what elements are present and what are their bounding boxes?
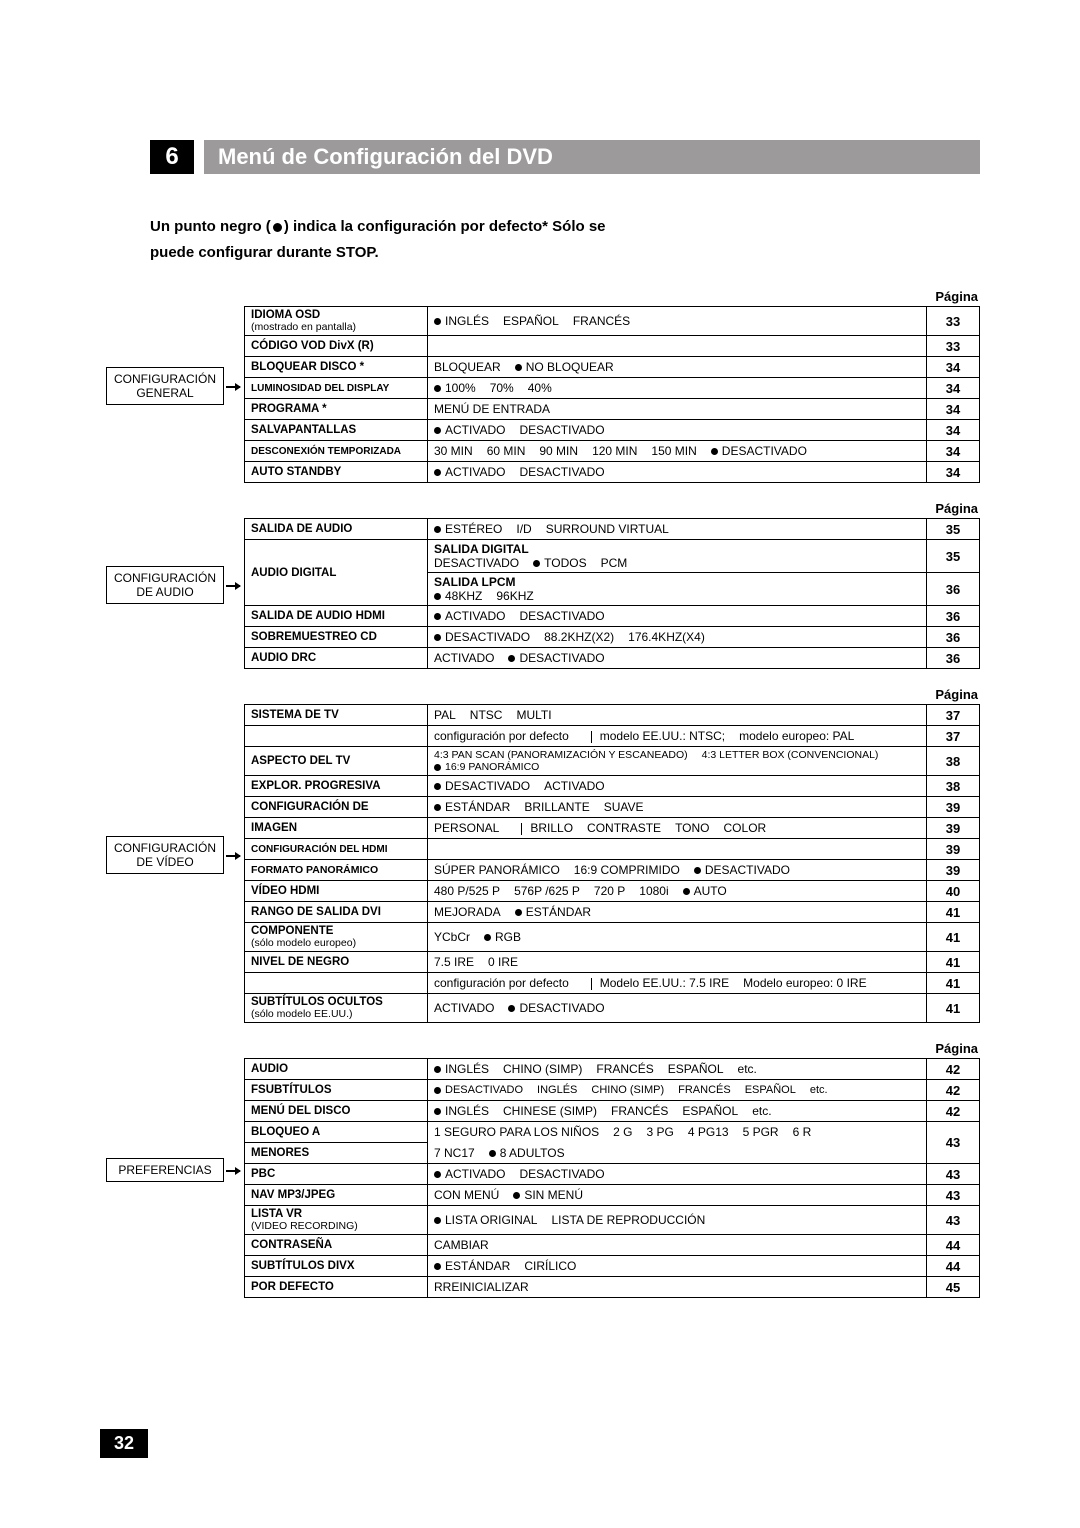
table-row: DESCONEXIÓN TEMPORIZADA30 MIN60 MIN90 MI… — [245, 441, 980, 462]
table-row: POR DEFECTORREINICIALIZAR45 — [245, 1277, 980, 1298]
table-general: IDIOMA OSD(mostrado en pantalla)INGLÉSES… — [244, 306, 980, 483]
table-row: AUDIOINGLÉSCHINO (SIMP)FRANCÉSESPAÑOLetc… — [245, 1059, 980, 1080]
arrow-icon — [226, 855, 240, 857]
category-audio: CONFIGURACIÓN DE AUDIO — [106, 566, 224, 604]
arrow-icon — [226, 585, 240, 587]
table-row: CONFIGURACIÓN DEL HDMI39 — [245, 839, 980, 860]
chapter-header: 6 Menú de Configuración del DVD — [150, 140, 980, 174]
table-row: configuración por defectoModelo EE.UU.: … — [245, 973, 980, 994]
category-preferences: PREFERENCIAS — [106, 1158, 224, 1182]
table-video: SISTEMA DE TVPALNTSCMULTI37 configuració… — [244, 704, 980, 1023]
page-header: Página — [244, 1041, 980, 1056]
table-row: SALIDA DE AUDIOESTÉREOI/DSURROUND VIRTUA… — [245, 519, 980, 540]
table-row: CONFIGURACIÓN DEESTÁNDARBRILLANTESUAVE39 — [245, 797, 980, 818]
table-row: SOBREMUESTREO CDDESACTIVADO88.2KHZ(X2)17… — [245, 627, 980, 648]
table-row: FSUBTÍTULOSDESACTIVADOINGLÉSCHINO (SIMP)… — [245, 1080, 980, 1101]
table-row: CÓDIGO VOD DivX (R)33 — [245, 336, 980, 357]
chapter-number: 6 — [150, 140, 194, 174]
table-row: BLOQUEAR DISCO *BLOQUEARNO BLOQUEAR34 — [245, 357, 980, 378]
table-row: LISTA VR(VIDEO RECORDING)LISTA ORIGINALL… — [245, 1206, 980, 1235]
table-row: IMAGENPERSONALBRILLOCONTRASTETONOCOLOR39 — [245, 818, 980, 839]
table-row: VÍDEO HDMI480 P/525 P576P /625 P720 P108… — [245, 881, 980, 902]
page-header: Página — [244, 501, 980, 516]
table-row: IDIOMA OSD(mostrado en pantalla)INGLÉSES… — [245, 307, 980, 336]
table-row: FORMATO PANORÁMICOSÚPER PANORÁMICO16:9 C… — [245, 860, 980, 881]
table-row: ASPECTO DEL TV4:3 PAN SCAN (PANORAMIZACI… — [245, 747, 980, 776]
table-row: SUBTÍTULOS DIVXESTÁNDARCIRÍLICO44 — [245, 1256, 980, 1277]
page-number: 32 — [100, 1429, 148, 1458]
table-row: AUDIO DRCACTIVADODESACTIVADO36 — [245, 648, 980, 669]
table-row: configuración por defectomodelo EE.UU.: … — [245, 726, 980, 747]
table-row: BLOQUEO A1 SEGURO PARA LOS NIÑOS2 G3 PG4… — [245, 1122, 980, 1143]
table-audio: SALIDA DE AUDIOESTÉREOI/DSURROUND VIRTUA… — [244, 518, 980, 669]
table-row: CONTRASEÑACAMBIAR44 — [245, 1235, 980, 1256]
arrow-icon — [226, 1170, 240, 1172]
table-row: RANGO DE SALIDA DVIMEJORADAESTÁNDAR41 — [245, 902, 980, 923]
chapter-title: Menú de Configuración del DVD — [204, 140, 567, 174]
table-row: PROGRAMA *MENÚ DE ENTRADA34 — [245, 399, 980, 420]
table-row: SALVAPANTALLASACTIVADODESACTIVADO34 — [245, 420, 980, 441]
category-general: CONFIGURACIÓN GENERAL — [106, 367, 224, 405]
table-row: AUTO STANDBYACTIVADODESACTIVADO34 — [245, 462, 980, 483]
table-row: SISTEMA DE TVPALNTSCMULTI37 — [245, 705, 980, 726]
category-video: CONFIGURACIÓN DE VÍDEO — [106, 836, 224, 874]
table-row: MENÚ DEL DISCOINGLÉSCHINESE (SIMP)FRANCÉ… — [245, 1101, 980, 1122]
page-header: Página — [244, 687, 980, 702]
table-preferences: AUDIOINGLÉSCHINO (SIMP)FRANCÉSESPAÑOLetc… — [244, 1058, 980, 1298]
table-row: SUBTÍTULOS OCULTOS(sólo modelo EE.UU.)AC… — [245, 994, 980, 1023]
page-header: Página — [244, 289, 980, 304]
arrow-icon — [226, 386, 240, 388]
table-row: AUDIO DIGITALSALIDA DIGITALDESACTIVADOTO… — [245, 540, 980, 573]
table-row: SALIDA DE AUDIO HDMIACTIVADODESACTIVADO3… — [245, 606, 980, 627]
table-row: NAV MP3/JPEGCON MENÚSIN MENÚ43 — [245, 1185, 980, 1206]
table-row: EXPLOR. PROGRESIVADESACTIVADOACTIVADO38 — [245, 776, 980, 797]
bullet-icon — [273, 223, 282, 232]
table-row: PBCACTIVADODESACTIVADO43 — [245, 1164, 980, 1185]
table-row: MENORES7 NC178 ADULTOS — [245, 1143, 980, 1164]
table-row: LUMINOSIDAD DEL DISPLAY100%70%40%34 — [245, 378, 980, 399]
intro-text: Un punto negro () indica la configuració… — [150, 214, 980, 265]
table-row: NIVEL DE NEGRO7.5 IRE0 IRE41 — [245, 952, 980, 973]
table-row: COMPONENTE(sólo modelo europeo)YCbCrRGB4… — [245, 923, 980, 952]
